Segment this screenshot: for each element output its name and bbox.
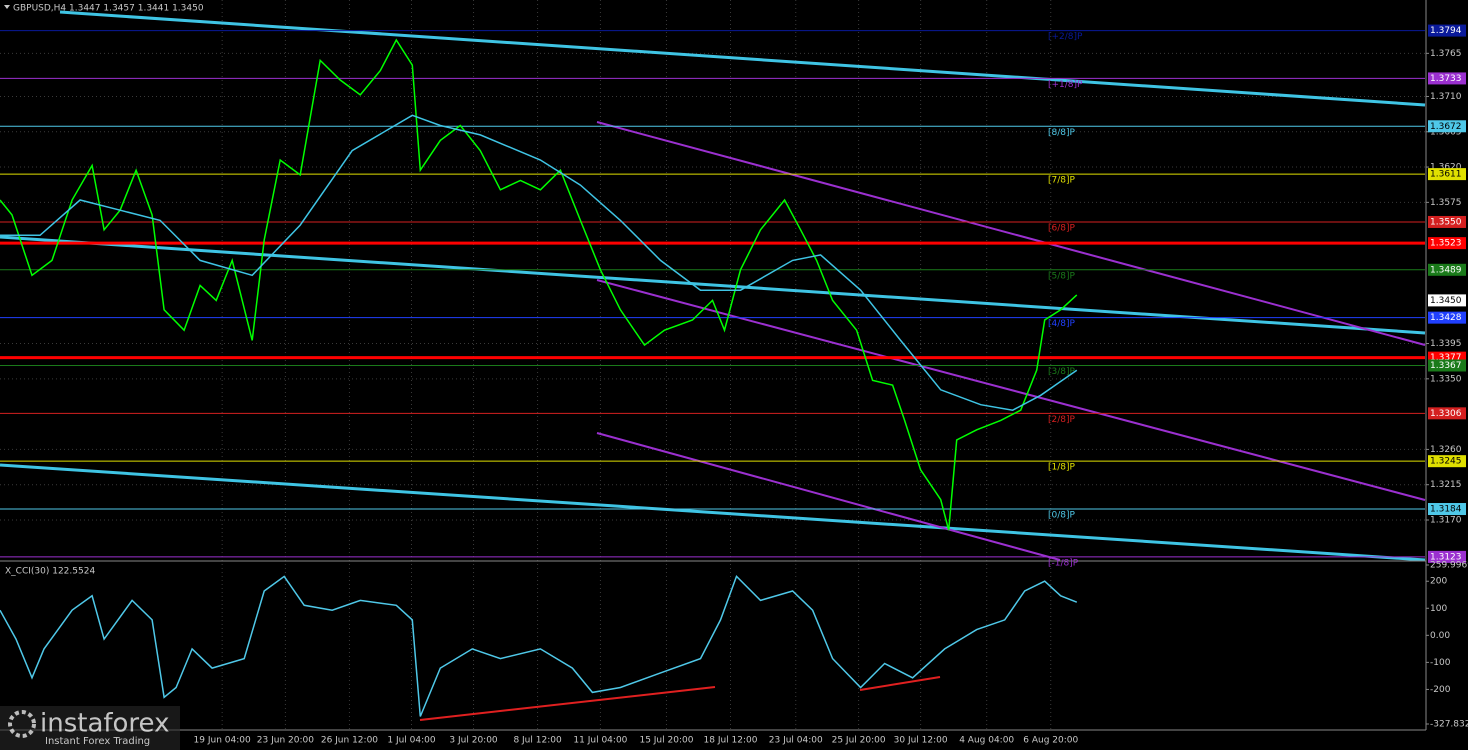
divergence-line bbox=[419, 686, 716, 721]
level-label: [+2/8]P bbox=[1048, 32, 1083, 42]
channel-line bbox=[596, 279, 1426, 501]
y-tick-label: 1.3215 bbox=[1430, 480, 1462, 490]
level-label: [7/8]P bbox=[1048, 176, 1076, 186]
last-price-box bbox=[1428, 294, 1466, 307]
level-label: [1/8]P bbox=[1048, 463, 1076, 473]
price-box bbox=[1428, 120, 1466, 133]
price-box-label: 1.3367 bbox=[1430, 361, 1462, 371]
y-tick-label: 1.3710 bbox=[1430, 92, 1462, 102]
price-box-label: 1.3245 bbox=[1430, 457, 1462, 467]
price-box-label: 1.3377 bbox=[1430, 353, 1462, 363]
price-box bbox=[1428, 24, 1466, 37]
y-tick-label: -100 bbox=[1430, 658, 1451, 668]
divergence-line bbox=[859, 676, 941, 691]
y-tick-label: 1.3395 bbox=[1430, 339, 1462, 349]
price-box-label: 1.3672 bbox=[1430, 122, 1462, 132]
y-tick-label: -200 bbox=[1430, 685, 1451, 695]
indicator-title: X_CCI(30) 122.5524 bbox=[5, 567, 95, 577]
level-label: [2/8]P bbox=[1048, 415, 1076, 425]
series-line bbox=[0, 114, 1078, 411]
price-box bbox=[1428, 503, 1466, 516]
trend-line bbox=[59, 10, 1426, 107]
level-label: [+1/8]P bbox=[1048, 80, 1083, 90]
price-box-label: 1.3306 bbox=[1430, 409, 1462, 419]
title-marker bbox=[4, 5, 10, 9]
y-tick-label: 1.3350 bbox=[1430, 374, 1462, 384]
level-label: [3/8]P bbox=[1048, 367, 1076, 377]
x-tick-label: 8 Jul 12:00 bbox=[513, 736, 562, 746]
x-tick-label: 4 Aug 04:00 bbox=[959, 736, 1014, 746]
y-tick-label: 0.00 bbox=[1430, 631, 1450, 641]
x-tick-label: 25 Jul 20:00 bbox=[832, 736, 886, 746]
price-box bbox=[1428, 407, 1466, 420]
last-price-label: 1.3450 bbox=[1430, 296, 1462, 306]
x-tick-label: 23 Jul 04:00 bbox=[769, 736, 823, 746]
x-tick-label: 15 Jul 20:00 bbox=[639, 736, 693, 746]
y-tick-label: 200 bbox=[1430, 577, 1447, 587]
series-line bbox=[0, 575, 1078, 717]
x-tick-label: 23 Jun 20:00 bbox=[257, 736, 314, 746]
x-tick-label: 18 Jul 12:00 bbox=[704, 736, 758, 746]
y-tick-label: 1.3575 bbox=[1430, 198, 1462, 208]
trend-lines bbox=[0, 10, 1426, 721]
watermark: instaforex Instant Forex Trading bbox=[0, 706, 180, 750]
price-box-label: 1.3550 bbox=[1430, 217, 1462, 227]
price-box bbox=[1428, 311, 1466, 324]
price-box-label: 1.3523 bbox=[1430, 239, 1462, 249]
trend-line bbox=[0, 463, 1426, 562]
trend-line bbox=[0, 235, 1426, 335]
price-box-label: 1.3428 bbox=[1430, 313, 1462, 323]
price-box bbox=[1428, 359, 1466, 372]
price-box bbox=[1428, 237, 1466, 250]
y-tick-label: -327.8322 bbox=[1430, 720, 1468, 730]
y-tick-label: 259.9969 bbox=[1430, 561, 1468, 571]
y-tick-label: 100 bbox=[1430, 604, 1447, 614]
x-tick-label: 30 Jul 12:00 bbox=[894, 736, 948, 746]
price-box bbox=[1428, 263, 1466, 276]
level-label: [5/8]P bbox=[1048, 271, 1076, 281]
x-tick-label: 11 Jul 04:00 bbox=[573, 736, 627, 746]
watermark-tagline: Instant Forex Trading bbox=[45, 736, 150, 747]
x-tick-label: 6 Aug 20:00 bbox=[1023, 736, 1078, 746]
channel-line bbox=[596, 432, 1061, 561]
channel-line bbox=[596, 121, 1426, 346]
price-box-label: 1.3489 bbox=[1430, 265, 1462, 275]
x-tick-label: 19 Jun 04:00 bbox=[194, 736, 251, 746]
level-label: [6/8]P bbox=[1048, 223, 1076, 233]
price-box-label: 1.3184 bbox=[1430, 505, 1462, 515]
price-box-label: 1.3123 bbox=[1430, 552, 1462, 562]
price-box-label: 1.3611 bbox=[1430, 170, 1462, 180]
level-label: [-1/8]P bbox=[1048, 558, 1079, 568]
level-label: [4/8]P bbox=[1048, 319, 1076, 329]
price-box-label: 1.3794 bbox=[1430, 26, 1462, 36]
price-box bbox=[1428, 550, 1466, 563]
y-tick-label: 1.3170 bbox=[1430, 516, 1462, 526]
price-box bbox=[1428, 72, 1466, 85]
y-tick-label: 1.3620 bbox=[1430, 163, 1462, 173]
price-box bbox=[1428, 455, 1466, 468]
x-tick-label: 1 Jul 04:00 bbox=[387, 736, 436, 746]
watermark-logo bbox=[8, 710, 36, 738]
y-tick-label: 1.3260 bbox=[1430, 445, 1462, 455]
x-tick-label: 26 Jun 12:00 bbox=[321, 736, 378, 746]
y-tick-label: 1.3765 bbox=[1430, 49, 1462, 59]
price-box bbox=[1428, 215, 1466, 228]
chart-title: GBPUSD,H4 1.3447 1.3457 1.3441 1.3450 bbox=[13, 4, 204, 14]
price-box-label: 1.3733 bbox=[1430, 74, 1462, 84]
level-label: [8/8]P bbox=[1048, 128, 1076, 138]
price-box bbox=[1428, 168, 1466, 181]
level-label: [0/8]P bbox=[1048, 511, 1076, 521]
series-line bbox=[0, 38, 1078, 531]
watermark-brand: instaforex bbox=[40, 709, 169, 739]
x-tick-label: 3 Jul 20:00 bbox=[449, 736, 498, 746]
